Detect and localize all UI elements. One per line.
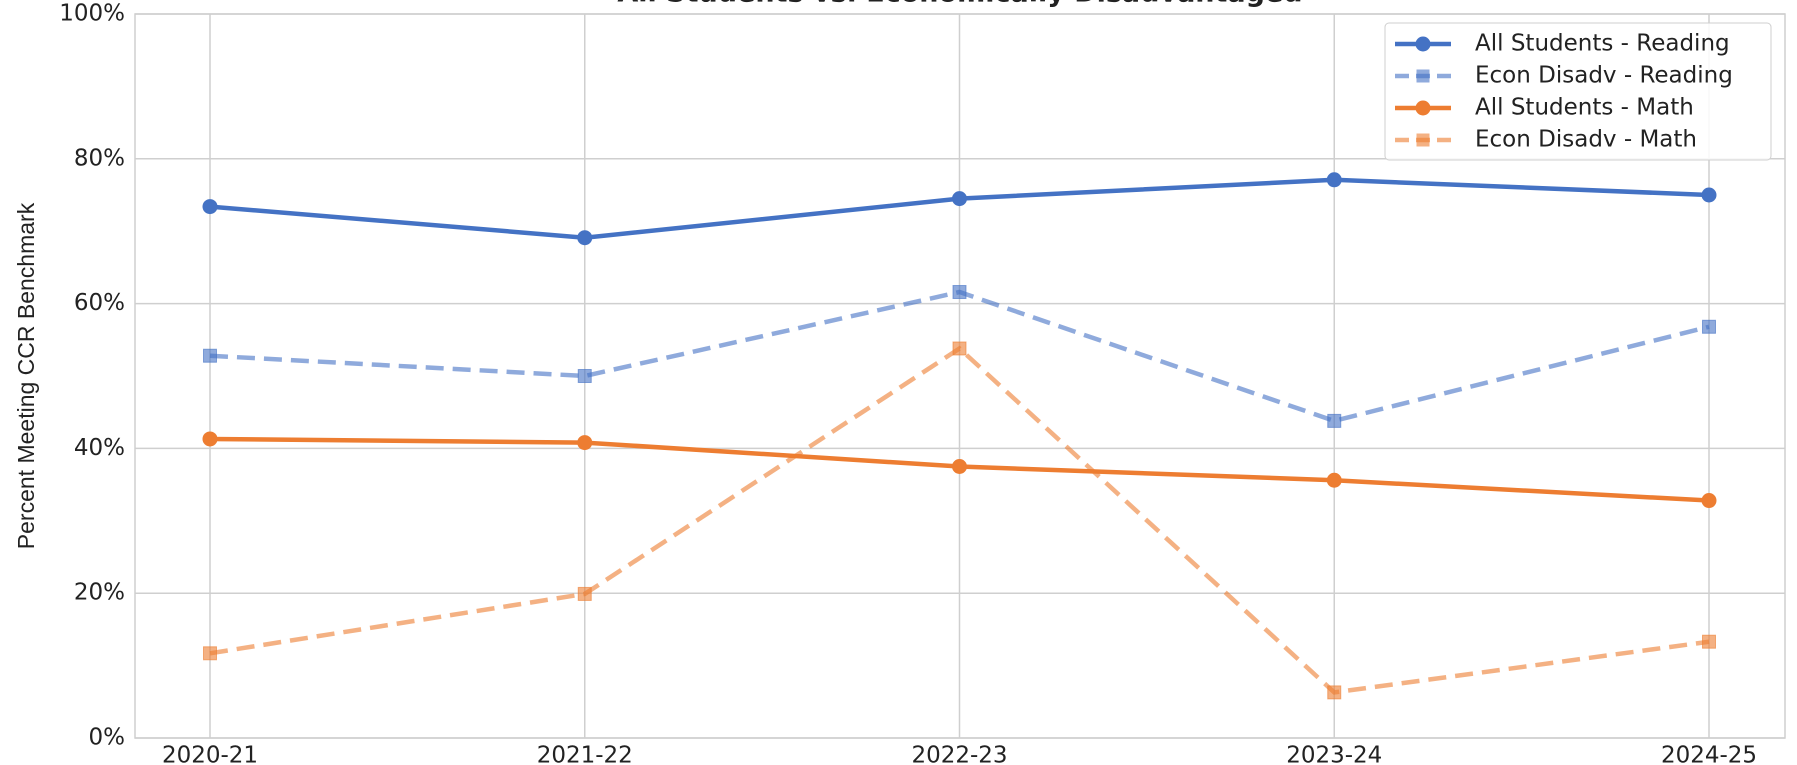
legend-label: Econ Disadv - Reading bbox=[1475, 63, 1733, 89]
legend-marker bbox=[1416, 133, 1430, 147]
data-point bbox=[203, 348, 217, 363]
data-point bbox=[952, 285, 967, 300]
x-tick-label: 2024-25 bbox=[1661, 743, 1757, 765]
data-point bbox=[952, 341, 967, 356]
data-point bbox=[1702, 634, 1716, 649]
data-point bbox=[577, 586, 592, 601]
y-tick-label: 80% bbox=[74, 145, 125, 171]
data-point bbox=[1701, 493, 1717, 509]
data-point bbox=[1327, 413, 1342, 428]
data-point bbox=[952, 191, 967, 207]
x-tick-label: 2022-23 bbox=[911, 743, 1007, 765]
y-tick-label: 20% bbox=[74, 580, 125, 606]
chart-title: All Students vs. Economically Disadvanta… bbox=[617, 0, 1302, 9]
x-tick-label: 2020-21 bbox=[162, 743, 258, 765]
data-point bbox=[1326, 472, 1342, 488]
data-point bbox=[202, 199, 218, 215]
y-tick-label: 40% bbox=[74, 435, 125, 461]
legend-label: All Students - Reading bbox=[1475, 31, 1730, 57]
data-point bbox=[577, 230, 593, 246]
data-point bbox=[577, 435, 593, 451]
data-point bbox=[1326, 172, 1342, 188]
legend-marker bbox=[1415, 100, 1431, 116]
data-point bbox=[577, 369, 592, 383]
legend-label: All Students - Math bbox=[1475, 95, 1694, 121]
x-tick-label: 2021-22 bbox=[537, 743, 633, 765]
legend: All Students - Reading Econ Disadv - Read… bbox=[1384, 22, 1772, 161]
legend-marker bbox=[1416, 69, 1430, 83]
data-point bbox=[952, 459, 967, 474]
legend-box bbox=[1384, 22, 1772, 161]
data-point bbox=[1702, 319, 1716, 334]
y-tick-label: 60% bbox=[74, 290, 125, 316]
legend-marker bbox=[1415, 36, 1431, 52]
y-tick-label: 100% bbox=[59, 1, 125, 27]
y-tick-label: 0% bbox=[89, 725, 126, 751]
y-axis-label: Percent Meeting CCR Benchmark bbox=[13, 202, 39, 549]
data-point bbox=[202, 431, 218, 447]
data-point bbox=[203, 646, 217, 661]
data-point bbox=[1701, 187, 1717, 203]
x-tick-label: 2023-24 bbox=[1286, 743, 1382, 765]
data-point bbox=[1327, 685, 1342, 700]
legend-label: Econ Disadv - Math bbox=[1475, 127, 1697, 153]
